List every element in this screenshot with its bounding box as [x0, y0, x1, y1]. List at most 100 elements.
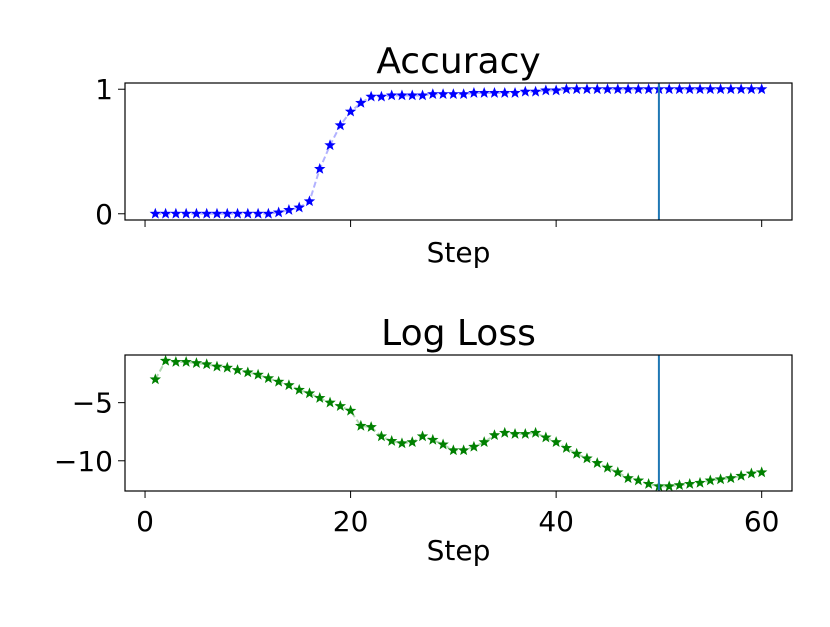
marker: [201, 207, 213, 219]
marker: [365, 421, 377, 432]
marker: [180, 355, 192, 367]
marker: [519, 428, 532, 439]
marker: [355, 419, 367, 431]
marker: [190, 357, 203, 368]
marker: [529, 426, 542, 438]
marker: [396, 437, 408, 449]
marker: [437, 438, 449, 450]
marker: [457, 88, 470, 100]
marker: [375, 430, 388, 442]
marker: [231, 364, 244, 375]
marker: [170, 207, 182, 219]
marker: [314, 162, 326, 174]
marker: [704, 474, 716, 486]
marker: [642, 478, 655, 489]
marker: [334, 119, 347, 131]
marker: [612, 466, 624, 478]
marker: [355, 96, 367, 108]
marker: [416, 89, 429, 101]
marker: [684, 478, 696, 489]
marker: [344, 404, 357, 416]
marker: [334, 400, 347, 411]
series-line: [154, 359, 762, 488]
marker: [560, 83, 573, 95]
marker: [293, 383, 305, 395]
series-line: [155, 88, 762, 215]
marker: [601, 83, 614, 95]
y-tick-label: −5: [72, 387, 113, 420]
marker: [725, 83, 737, 95]
marker: [272, 375, 285, 387]
marker: [601, 461, 614, 473]
marker: [385, 89, 398, 101]
marker: [745, 83, 758, 95]
marker: [324, 396, 336, 408]
marker: [242, 207, 254, 219]
marker: [725, 472, 737, 484]
marker: [201, 358, 213, 370]
marker: [570, 447, 583, 459]
marker: [252, 368, 264, 380]
marker: [262, 207, 275, 219]
y-tick-label: −10: [54, 445, 113, 478]
marker: [735, 469, 747, 481]
x-tick-label: 60: [744, 505, 780, 538]
marker: [344, 105, 357, 117]
marker: [735, 83, 747, 95]
marker: [468, 86, 480, 98]
marker: [529, 85, 542, 97]
marker: [550, 84, 562, 96]
marker: [591, 83, 603, 95]
marker: [375, 90, 388, 102]
marker: [632, 474, 645, 486]
marker: [272, 206, 285, 218]
marker: [314, 392, 326, 403]
marker: [540, 84, 552, 96]
chart-title: Accuracy: [376, 41, 540, 82]
marker: [673, 479, 686, 491]
marker: [457, 444, 470, 456]
marker: [416, 430, 429, 442]
marker: [406, 436, 418, 448]
marker: [745, 467, 758, 479]
marker: [591, 457, 603, 468]
y-tick-label: 1: [95, 73, 113, 106]
marker: [684, 83, 696, 95]
marker: [447, 88, 460, 100]
x-tick-label: 40: [538, 505, 574, 538]
marker: [283, 204, 295, 215]
marker: [694, 476, 706, 488]
x-axis-label: Step: [427, 236, 491, 269]
marker: [499, 426, 511, 438]
marker: [427, 88, 439, 100]
marker: [663, 83, 675, 95]
marker: [149, 373, 162, 385]
marker: [190, 207, 203, 219]
marker: [499, 86, 511, 98]
marker: [622, 83, 634, 95]
x-tick-label: 0: [136, 505, 154, 538]
marker: [221, 361, 233, 373]
axes-frame: [124, 82, 793, 221]
marker: [468, 440, 480, 452]
marker: [694, 83, 706, 95]
y-tick-label: 0: [95, 198, 113, 231]
marker: [622, 472, 634, 484]
marker: [755, 466, 768, 478]
marker: [673, 83, 686, 95]
chart-title: Log Loss: [381, 313, 536, 354]
marker: [437, 88, 449, 100]
marker: [612, 83, 624, 95]
marker: [211, 360, 223, 372]
marker: [170, 355, 182, 367]
marker: [303, 387, 316, 399]
marker: [396, 89, 408, 101]
marker: [519, 85, 532, 97]
axes-frame: [124, 354, 793, 492]
marker: [149, 207, 162, 219]
marker: [509, 86, 521, 98]
marker: [447, 444, 460, 456]
marker: [663, 480, 675, 492]
marker: [242, 366, 254, 378]
